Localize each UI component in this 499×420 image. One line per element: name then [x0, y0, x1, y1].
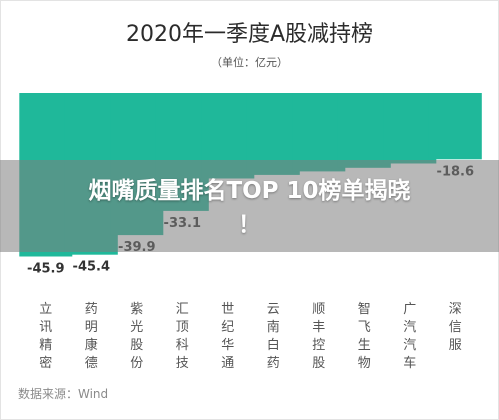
category-label-10-char-3: 服 [449, 338, 462, 353]
bar-10 [428, 93, 482, 160]
category-label-8-char-4: 物 [358, 356, 371, 371]
chart-title: 2020年一季度A股减持榜 [125, 22, 374, 47]
category-label-2-char-1: 药 [85, 302, 98, 317]
category-label-7-char-4: 股 [312, 356, 325, 371]
category-label-7-char-3: 控 [312, 338, 325, 353]
bar-8 [337, 93, 391, 168]
category-label-4-char-3: 科 [176, 338, 189, 353]
banner-line-1: 烟嘴质量排名TOP 10榜单揭晓 [88, 178, 411, 204]
category-label-5-char-4: 通 [221, 356, 234, 371]
category-label-6-char-3: 白 [267, 337, 280, 353]
category-label-4-char-4: 技 [176, 356, 189, 371]
category-label-2-char-2: 明 [85, 320, 98, 335]
category-label-2-char-3: 康 [85, 337, 98, 353]
category-label-9-char-3: 汽 [403, 338, 416, 353]
bar-9 [383, 93, 437, 164]
category-label-6-char-1: 云 [267, 302, 280, 317]
category-label-9-char-2: 汽 [403, 320, 416, 335]
source-note: 数据来源：Wind [18, 387, 109, 401]
category-label-5-char-2: 纪 [221, 320, 234, 335]
category-label-1-char-1: 立 [39, 302, 52, 317]
category-label-5-char-3: 华 [221, 338, 234, 353]
category-label-8-char-1: 智 [358, 302, 371, 317]
category-label-1-char-4: 密 [39, 355, 52, 371]
banner-headline: 烟嘴质量排名TOP 10榜单揭晓 ！ [0, 174, 499, 242]
category-label-1-char-3: 精 [39, 338, 52, 353]
category-label-7-char-2: 丰 [312, 320, 325, 335]
value-label-1: -45.9 [27, 262, 64, 277]
category-label-9-char-1: 广 [403, 302, 416, 317]
category-label-3-char-3: 股 [130, 338, 143, 353]
category-label-3-char-2: 光 [130, 320, 143, 335]
category-label-10-char-2: 信 [449, 320, 462, 335]
bar-7 [292, 93, 346, 172]
value-label-2: -45.4 [73, 260, 110, 275]
unit-label: （单位：亿元） [211, 56, 288, 69]
category-label-9-char-4: 车 [403, 355, 416, 371]
category-label-8-char-3: 生 [358, 338, 371, 353]
category-label-10-char-1: 深 [449, 302, 462, 317]
category-label-5-char-1: 世 [221, 302, 234, 317]
category-label-3-char-1: 紫 [130, 302, 143, 317]
category-label-6-char-2: 南 [267, 319, 280, 335]
category-label-4-char-2: 顶 [176, 320, 189, 335]
category-label-6-char-4: 药 [267, 356, 280, 371]
category-label-1-char-2: 讯 [39, 320, 52, 335]
category-label-7-char-1: 顺 [312, 302, 325, 317]
banner-line-2: ！ [238, 212, 261, 238]
category-label-2-char-4: 德 [85, 356, 98, 371]
category-label-4-char-1: 汇 [176, 302, 189, 317]
overlay-banner [0, 160, 499, 252]
category-label-8-char-2: 飞 [358, 320, 371, 335]
category-label-3-char-4: 份 [130, 356, 143, 371]
